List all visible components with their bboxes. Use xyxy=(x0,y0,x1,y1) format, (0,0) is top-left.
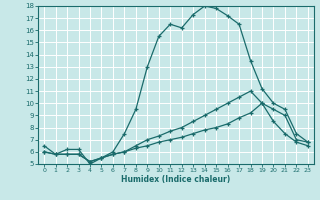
X-axis label: Humidex (Indice chaleur): Humidex (Indice chaleur) xyxy=(121,175,231,184)
